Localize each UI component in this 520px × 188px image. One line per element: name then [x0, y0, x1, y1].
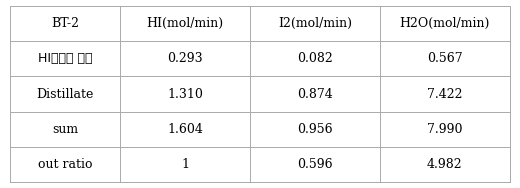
Text: HI분해기 출구: HI분해기 출구: [38, 52, 93, 65]
Text: 0.567: 0.567: [427, 52, 462, 65]
Text: BT-2: BT-2: [51, 17, 80, 30]
Text: 4.982: 4.982: [427, 158, 462, 171]
Text: I2(mol/min): I2(mol/min): [278, 17, 352, 30]
Text: H2O(mol/min): H2O(mol/min): [399, 17, 490, 30]
Text: 0.082: 0.082: [297, 52, 333, 65]
Text: sum: sum: [52, 123, 79, 136]
Text: Distillate: Distillate: [36, 87, 94, 101]
Text: 0.293: 0.293: [167, 52, 203, 65]
Text: 7.990: 7.990: [427, 123, 462, 136]
Text: 1: 1: [181, 158, 189, 171]
Text: 0.596: 0.596: [297, 158, 333, 171]
Text: 7.422: 7.422: [427, 87, 462, 101]
Text: HI(mol/min): HI(mol/min): [147, 17, 224, 30]
Text: out ratio: out ratio: [38, 158, 93, 171]
Text: 1.604: 1.604: [167, 123, 203, 136]
Text: 1.310: 1.310: [167, 87, 203, 101]
Text: 0.874: 0.874: [297, 87, 333, 101]
Text: 0.956: 0.956: [297, 123, 333, 136]
